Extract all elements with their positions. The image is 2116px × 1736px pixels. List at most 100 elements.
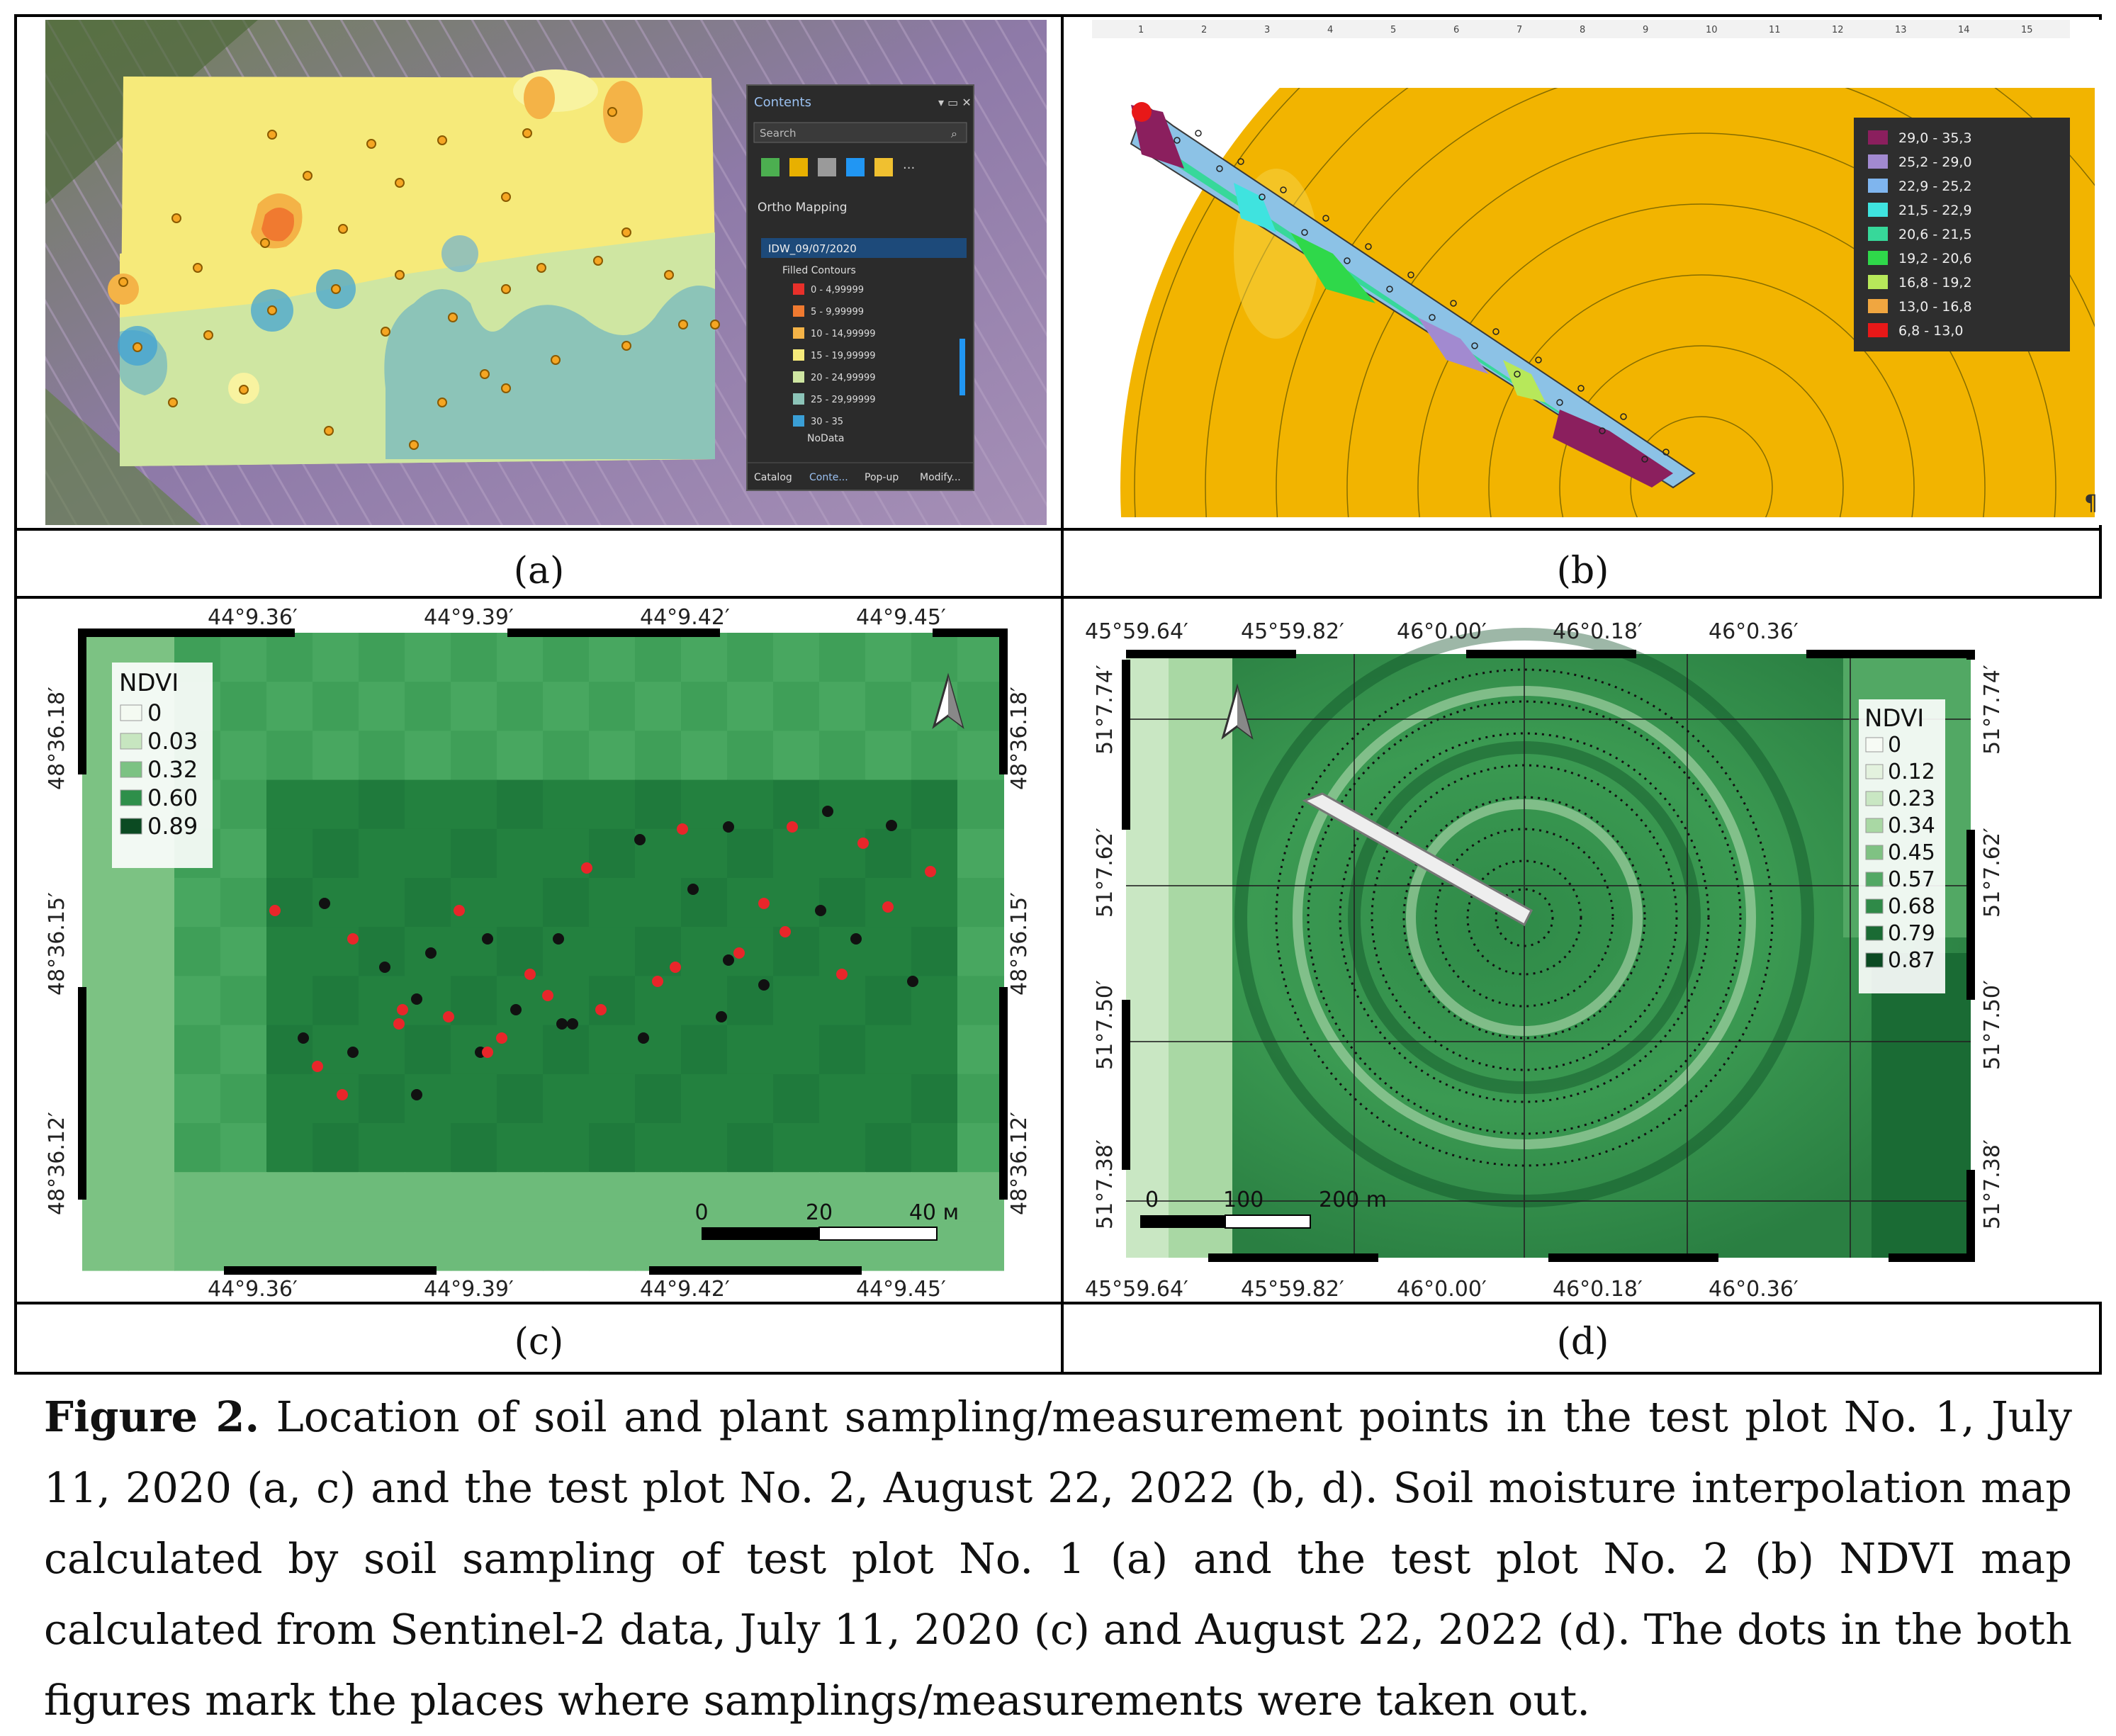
d-bottom-lon: 46°0.00′ <box>1397 1277 1487 1302</box>
d-top-lon: 45°59.64′ <box>1085 619 1188 644</box>
c-bottom-lon-labels: 44°9.36′ 44°9.39′ 44°9.42′ 44°9.45′ <box>208 1277 946 1302</box>
sampling-point <box>907 976 918 987</box>
contents-tab[interactable]: Catalog <box>754 472 792 483</box>
moisture-contour-map <box>108 69 720 466</box>
panel-c-legend: NDVI 00.030.320.600.89 <box>112 663 213 868</box>
c-scale-label: 40 м <box>909 1200 959 1225</box>
c-top-lon-labels: 44°9.36′ 44°9.39′ 44°9.42′ 44°9.45′ <box>208 605 946 630</box>
a-legend-label: 20 - 24,99999 <box>811 373 876 383</box>
search-placeholder[interactable]: Search <box>760 127 797 140</box>
filled-contours-label: Filled Contours <box>782 265 856 276</box>
contents-tab[interactable]: Modify... <box>920 472 961 483</box>
sampling-point <box>567 1018 578 1030</box>
contents-tabs[interactable]: Catalog Conte... Pop-up Modify... <box>754 472 961 483</box>
c-bottom-lon: 44°9.42′ <box>640 1277 730 1302</box>
ruler-numbers: 1 2 3 4 5 6 7 8 9 10 11 12 13 14 15 <box>1138 25 2033 35</box>
north-arrow-icon <box>1221 683 1254 740</box>
a-legend-swatch <box>793 371 804 383</box>
sampling-point <box>723 821 734 833</box>
d-right-lat: 51°7.74′ <box>1980 665 2005 755</box>
d-right-lat-labels: 51°7.74′ 51°7.62′ 51°7.50′ 51°7.38′ <box>1980 665 2005 1229</box>
sampling-point <box>397 1004 408 1015</box>
caption-d: (d) <box>1556 1321 1609 1363</box>
sampling-point <box>733 947 745 959</box>
scalebar-d: 0 100 200 m <box>1140 1188 1387 1229</box>
a-legend-label: 30 - 35 <box>811 417 843 427</box>
b-legend-swatch <box>1868 275 1888 289</box>
panel-b-svg: 1 2 3 4 5 6 7 8 9 10 11 12 13 14 15 <box>1092 20 2098 517</box>
sampling-point <box>925 866 936 877</box>
b-legend-label: 21,5 - 22,9 <box>1898 203 1972 218</box>
panel-a-svg: Contents ▾ ▭ ✕ Search ⌕ ··· Ortho Mappin… <box>45 20 1047 525</box>
svg-text:···: ··· <box>903 161 915 176</box>
c-scale-label: 0 <box>694 1200 708 1225</box>
ruler-number: 7 <box>1516 25 1522 35</box>
ruler-number: 12 <box>1832 25 1844 35</box>
panel-b-legend: 29,0 - 35,3 25,2 - 29,0 22,9 - 25,2 21,5 - … <box>1854 118 2070 351</box>
d-legend-label: 0.57 <box>1888 867 1935 892</box>
b-legend-swatch <box>1868 227 1888 241</box>
d-right-lat: 51°7.62′ <box>1980 828 2005 918</box>
sampling-point <box>780 926 791 937</box>
sampling-point <box>758 898 770 909</box>
layer-idw[interactable]: IDW_09/07/2020 <box>768 242 857 256</box>
b-legend-swatch <box>1868 299 1888 313</box>
c-right-lat: 48°36.15′ <box>1007 892 1032 996</box>
ruler-number: 13 <box>1895 25 1907 35</box>
c-legend-swatch <box>120 704 142 721</box>
sampling-point <box>857 838 869 849</box>
d-legend-label: 0.79 <box>1888 921 1935 946</box>
panel-d-image: 45°59.64′ 45°59.82′ 46°0.00′ 46°0.18′ 46°0.3… <box>1064 599 2102 1302</box>
pilcrow-mark: ¶ <box>2084 491 2098 516</box>
d-legend-swatch <box>1865 818 1884 833</box>
b-legend-label: 13,0 - 16,8 <box>1898 299 1972 315</box>
c-legend-label: 0.60 <box>147 784 198 811</box>
sampling-points-c <box>269 806 936 1100</box>
b-legend-swatch <box>1868 154 1888 169</box>
sampling-point <box>723 954 734 966</box>
b-legend-label: 20,6 - 21,5 <box>1898 227 1972 242</box>
d-legend-swatch <box>1865 737 1884 753</box>
caption-a: (a) <box>513 550 565 592</box>
sampling-point <box>337 1089 348 1100</box>
sampling-point <box>482 933 493 945</box>
sampling-point <box>454 905 465 916</box>
pivot-field-map <box>1120 88 2095 517</box>
figure-caption-text: Location of soil and plant sampling/meas… <box>44 1392 2072 1725</box>
d-legend-label: 0.34 <box>1888 813 1935 838</box>
panel-a-image: Contents ▾ ▭ ✕ Search ⌕ ··· Ortho Mappin… <box>45 20 1047 525</box>
d-legend-label: 0.87 <box>1888 948 1935 973</box>
d-legend-swatch <box>1865 898 1884 914</box>
a-legend-swatch <box>793 393 804 405</box>
sampling-point <box>556 1018 568 1030</box>
c-legend-label: 0.89 <box>147 813 198 840</box>
panel-c-svg: 44°9.36′ 44°9.39′ 44°9.42′ 44°9.45′ 44°9.36… <box>45 605 1032 1302</box>
contents-tab[interactable]: Pop-up <box>865 472 899 483</box>
toolbar-icons[interactable]: ··· <box>761 158 915 176</box>
panel-a-legend: 0 - 4,99999 5 - 9,99999 10 - 14,99999 15 - … <box>793 283 876 427</box>
caption-c: (c) <box>514 1321 564 1363</box>
ndvi-raster-d <box>1126 654 1971 1258</box>
d-left-lat: 51°7.74′ <box>1093 665 1118 755</box>
ruler-number: 14 <box>1958 25 1970 35</box>
b-legend-swatch <box>1868 179 1888 193</box>
sampling-point <box>595 1004 607 1015</box>
group-ortho-mapping[interactable]: Ortho Mapping <box>758 201 848 215</box>
d-legend-label: 0.23 <box>1888 787 1935 811</box>
b-legend-label: 19,2 - 20,6 <box>1898 251 1972 266</box>
d-bottom-lon: 46°0.18′ <box>1553 1277 1643 1302</box>
search-icon[interactable]: ⌕ <box>951 127 957 140</box>
a-legend-swatch <box>793 415 804 427</box>
sampling-point <box>836 969 848 980</box>
d-legend-swatch <box>1865 952 1884 968</box>
grid-divider-h3 <box>17 1302 2099 1304</box>
grid-divider-h2 <box>17 596 2099 599</box>
a-legend-swatch <box>793 283 804 295</box>
figure-caption: Figure 2. Location of soil and plant sam… <box>44 1382 2072 1736</box>
sampling-point <box>850 933 862 945</box>
contents-tab[interactable]: Conte... <box>809 472 848 483</box>
b-legend-swatch <box>1868 323 1888 337</box>
ruler-number: 2 <box>1201 25 1207 35</box>
sampling-point <box>393 1018 405 1030</box>
d-legend-title: NDVI <box>1864 704 1924 733</box>
